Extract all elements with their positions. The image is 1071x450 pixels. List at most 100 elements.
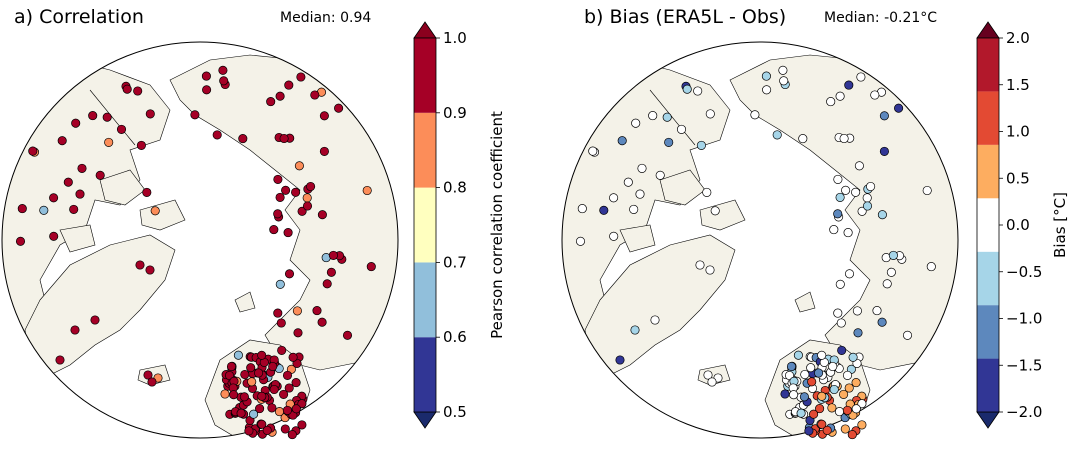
map-panel-b: [561, 41, 959, 440]
station-dot: [133, 86, 143, 96]
colorbar-bin: [414, 262, 436, 338]
station-dot: [238, 134, 248, 144]
station-dot: [826, 97, 836, 107]
station-dot: [284, 80, 294, 90]
station-dot: [322, 279, 332, 289]
station-dot: [588, 146, 598, 156]
station-dot: [279, 133, 289, 144]
station-dot: [95, 170, 105, 180]
colorbar-bin: [977, 91, 999, 145]
landmass-8: [234, 291, 256, 313]
station-dot: [575, 236, 586, 246]
station-dot: [296, 72, 306, 82]
station-dot: [297, 399, 307, 409]
station-dot: [254, 368, 264, 378]
colorbar-tick-label: 1.0: [1006, 123, 1030, 141]
station-dot: [257, 419, 267, 429]
station-dot: [63, 177, 73, 187]
station-dot: [807, 377, 817, 387]
colorbar-bin: [977, 38, 999, 92]
colorbar-bin: [414, 337, 436, 412]
colorbar-tick-label: 0.6: [443, 328, 467, 346]
station-dot: [326, 267, 336, 277]
station-dot: [306, 181, 316, 192]
border-line: [649, 89, 696, 146]
station-dot: [828, 361, 838, 372]
station-dot: [886, 267, 896, 277]
station-dot: [866, 181, 876, 192]
station-dot: [102, 112, 112, 122]
station-dot: [273, 174, 283, 184]
station-dot: [837, 345, 847, 355]
station-dot: [631, 118, 641, 128]
station-dot: [190, 110, 200, 120]
station-dot: [297, 420, 307, 430]
station-dot: [282, 405, 292, 415]
station-dot: [302, 193, 312, 203]
station-dot: [630, 325, 640, 335]
station-dot: [294, 161, 304, 171]
station-dot: [851, 187, 861, 197]
station-dot: [844, 269, 855, 279]
stations-layer: [15, 65, 376, 440]
station-dot: [840, 424, 850, 434]
station-dot: [280, 424, 290, 434]
station-dot: [882, 279, 892, 289]
station-dot: [297, 206, 307, 216]
colorbar-tick-label: 0.5: [1006, 169, 1030, 187]
station-dot: [707, 377, 717, 387]
station-dot: [219, 76, 229, 86]
station-dot: [279, 389, 289, 399]
station-dot: [268, 361, 278, 372]
station-dot: [17, 204, 27, 214]
station-dot: [827, 403, 837, 413]
station-dot: [218, 65, 228, 75]
colorbar-extend-high: [976, 21, 1000, 39]
station-dot: [789, 390, 799, 400]
colorbar-extend-low: [413, 411, 437, 429]
station-dot: [291, 378, 301, 388]
landmass-2: [99, 169, 146, 206]
station-dot: [226, 361, 237, 372]
border-line: [89, 89, 136, 146]
station-dot: [342, 330, 353, 340]
station-dot: [135, 260, 145, 270]
station-dot: [635, 189, 645, 199]
station-dot: [852, 306, 862, 316]
station-dot: [817, 391, 827, 401]
colorbar-tick-label: 2.0: [1006, 29, 1030, 47]
colorbar-tick-label: −2.0: [1006, 403, 1042, 421]
station-dot: [650, 315, 660, 325]
station-dot: [655, 170, 665, 180]
station-dot: [15, 236, 26, 246]
station-dot: [833, 209, 843, 219]
station-dot: [926, 262, 936, 272]
station-dot: [799, 392, 809, 402]
station-dot: [310, 90, 320, 100]
station-dot: [772, 130, 782, 140]
station-dot: [334, 103, 344, 113]
station-dot: [814, 368, 824, 378]
station-dot: [273, 308, 283, 318]
station-dot: [239, 392, 249, 402]
station-dot: [236, 408, 246, 418]
station-dot: [282, 370, 293, 380]
station-dot: [247, 377, 257, 387]
station-dot: [829, 384, 839, 395]
station-dot: [312, 306, 322, 316]
station-dot: [848, 352, 858, 362]
station-dot: [786, 361, 797, 372]
station-dot: [833, 174, 843, 184]
station-dot: [804, 426, 814, 436]
station-dot: [617, 136, 627, 146]
colorbar-bin: [977, 198, 999, 252]
station-dot: [841, 185, 851, 195]
station-dot: [212, 130, 222, 140]
station-dot: [857, 206, 867, 216]
colorbar-extend-low: [976, 411, 1000, 429]
station-dot: [145, 265, 155, 275]
station-dot: [851, 404, 861, 414]
station-dot: [292, 306, 302, 316]
station-dot: [202, 85, 212, 95]
station-dot: [879, 111, 889, 121]
